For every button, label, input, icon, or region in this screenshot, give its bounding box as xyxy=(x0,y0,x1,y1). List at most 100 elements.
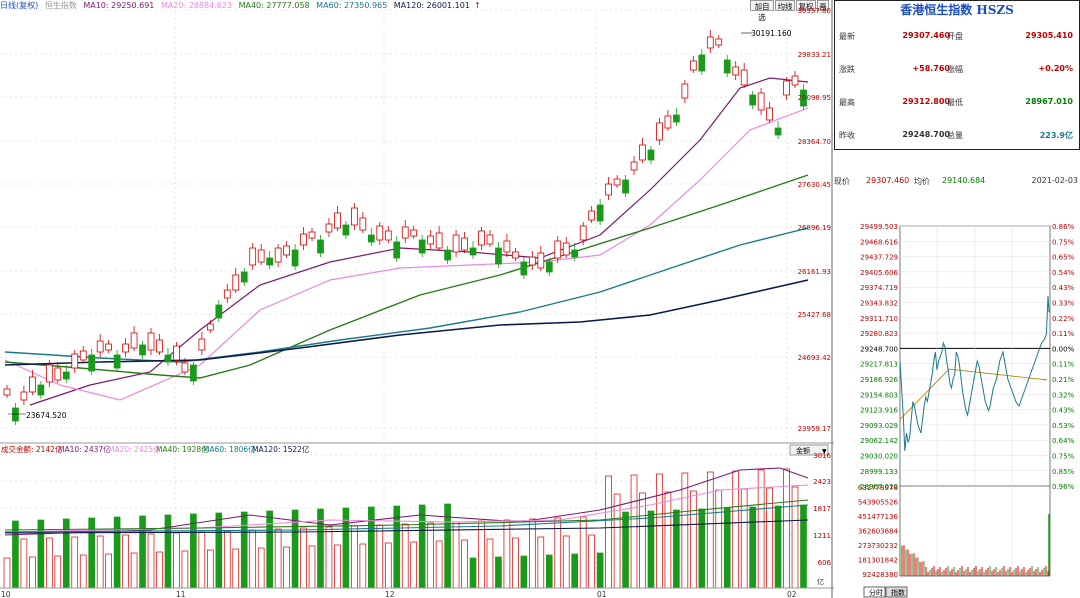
intraday-date: 2021-02-03 xyxy=(1031,176,1079,185)
volume-bar xyxy=(257,547,265,589)
period-label[interactable]: 日线(复权) xyxy=(0,1,39,10)
intraday-chart[interactable]: 29499.503 29468.616 29437.729 29405.606 2937… xyxy=(834,186,1080,598)
volume-bar xyxy=(486,538,494,589)
volume-tick: 1817 xyxy=(813,505,831,513)
candle xyxy=(147,332,155,351)
volume-bar xyxy=(630,474,638,589)
vol-ma60-label: MA60: 1806亿 xyxy=(203,444,256,454)
candle xyxy=(96,340,104,353)
volume-bar xyxy=(223,530,231,589)
ma20-label: MA20: 28884.623 xyxy=(160,1,233,10)
candle xyxy=(29,376,36,393)
kline-chart[interactable]: 30557.80 29833.21 29098.95 28364.70 2763… xyxy=(0,0,834,598)
candle xyxy=(427,235,435,245)
volume-bar xyxy=(215,512,223,589)
vol-ma60-line xyxy=(4,504,809,533)
volume-bar xyxy=(410,541,418,589)
intraday-price-tick: 28999.133 xyxy=(860,468,898,476)
volume-bar xyxy=(20,538,28,589)
intraday-price-tick: 29062.142 xyxy=(860,437,898,445)
candle xyxy=(223,289,231,299)
volume-bar xyxy=(461,539,468,589)
volume-bar xyxy=(71,536,79,589)
ma-button[interactable]: 均线 xyxy=(775,0,795,11)
volume-type-dropdown[interactable] xyxy=(789,444,829,456)
up-arrow-icon: ↑ xyxy=(473,1,481,10)
volume-bar xyxy=(740,488,748,589)
volume-bar xyxy=(698,508,706,589)
candle xyxy=(376,225,384,241)
volume-bar xyxy=(130,552,138,589)
volume-bar xyxy=(376,524,384,589)
quote-title: 香港恒生指数 HSZS xyxy=(900,3,1014,17)
volume-bar xyxy=(749,506,756,589)
add-watchlist-button[interactable]: 加自选 xyxy=(750,0,774,22)
intraday-price-tick: 29030.020 xyxy=(860,453,898,461)
intraday-price-tick: 28967.010 xyxy=(860,483,898,491)
candle xyxy=(503,240,511,253)
tab-index[interactable] xyxy=(885,586,908,598)
volume-tick: 1211 xyxy=(813,532,831,540)
volume-type-value: 金额 xyxy=(796,446,810,455)
volume-bar xyxy=(512,537,519,589)
volume-tick: 2423 xyxy=(813,478,831,486)
candle xyxy=(647,149,655,161)
volume-bar xyxy=(384,542,392,589)
volume-bar xyxy=(639,492,646,589)
avg-value: 29140.684 xyxy=(942,176,986,185)
volume-bar xyxy=(79,554,87,589)
intraday-price-tick: 29405.606 xyxy=(860,269,898,277)
candle xyxy=(689,60,697,71)
volume-bar xyxy=(588,534,595,589)
candle xyxy=(300,233,307,246)
date-tick: 02 xyxy=(787,590,797,598)
intraday-vol-tick: 92428380 xyxy=(862,571,898,579)
intraday-pct-tick: 0.43% xyxy=(1052,284,1075,292)
candle xyxy=(291,249,299,267)
volume-unit: 亿 xyxy=(817,577,824,586)
candle xyxy=(528,256,536,266)
volume-bar xyxy=(147,533,155,589)
tab-timeshare[interactable] xyxy=(863,586,886,598)
candle xyxy=(130,332,138,349)
volume-bar xyxy=(29,556,36,589)
volume-bar xyxy=(435,540,443,589)
intraday-price-tick: 29248.700 xyxy=(860,345,898,353)
candle xyxy=(571,249,579,258)
chart-header: 日线(复权) 恒生指数 MA10: 29250.691 MA20: 28884.… xyxy=(0,0,830,12)
intraday-pct-tick: 0.33% xyxy=(1052,300,1075,308)
candle xyxy=(3,388,11,396)
candle xyxy=(783,80,790,96)
intraday-pct-tick: 0.85% xyxy=(1052,468,1075,476)
now-value: 29307.460 xyxy=(866,176,910,185)
quote-label: 涨幅 xyxy=(947,65,963,74)
candle xyxy=(351,207,358,226)
candle xyxy=(359,217,367,231)
intraday-price-tick: 29154.803 xyxy=(860,391,898,399)
candle xyxy=(435,232,443,249)
volume-bar xyxy=(427,522,434,589)
candle xyxy=(613,178,621,186)
candle xyxy=(791,75,799,86)
intraday-vol-tick: 632778978 xyxy=(858,484,898,492)
quote-value: 29312.800 xyxy=(902,97,950,106)
price-tick: 30557.80 xyxy=(798,7,831,15)
adjust-button[interactable]: 复权 xyxy=(796,0,816,11)
volume-bar xyxy=(478,520,485,589)
intraday-price-tick: 29437.729 xyxy=(860,254,898,262)
ma120-label: MA120: 26001.101 xyxy=(393,1,470,10)
intraday-pct-tick: 0.75% xyxy=(1052,453,1075,461)
volume-bar xyxy=(139,515,146,589)
intraday-pct-tick: 0.43% xyxy=(1052,407,1075,415)
draw-button[interactable]: 画 xyxy=(817,0,829,11)
now-label: 现价 xyxy=(834,177,850,186)
candle xyxy=(452,234,460,253)
intraday-vol-tick: 273730232 xyxy=(858,542,898,550)
volume-bar xyxy=(647,510,655,589)
candle xyxy=(410,229,418,237)
volume-bar xyxy=(664,491,672,589)
quote-label: 总量 xyxy=(947,131,963,140)
volume-bar xyxy=(283,546,290,589)
candle xyxy=(520,261,528,276)
ma40-label: MA40: 27777.058 xyxy=(238,1,310,10)
